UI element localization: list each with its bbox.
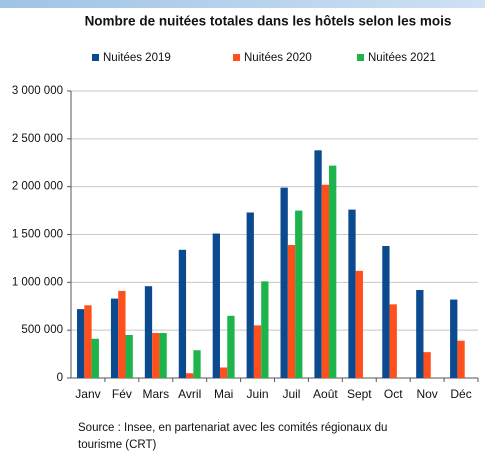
- bar: [178, 249, 187, 378]
- x-tick-label: Mai: [214, 387, 233, 401]
- y-tick-label: 0: [57, 372, 63, 384]
- bar: [84, 305, 92, 378]
- bar: [152, 333, 160, 378]
- x-tick-label: Août: [313, 387, 338, 401]
- y-tick-label: 2 500 000: [12, 133, 63, 145]
- x-tick-label: Juil: [282, 387, 300, 401]
- header-band: [0, 0, 485, 8]
- legend-label: Nuitées 2020: [244, 52, 312, 64]
- legend-swatch: [233, 54, 240, 61]
- bar: [118, 290, 126, 378]
- legend-label: Nuitées 2021: [368, 52, 436, 64]
- bar: [382, 245, 390, 378]
- y-tick-label: 2 000 000: [12, 181, 63, 193]
- bar: [450, 299, 458, 378]
- bar: [314, 150, 322, 378]
- y-tick-label: 3 000 000: [12, 85, 63, 97]
- bar: [280, 187, 288, 378]
- bar: [295, 210, 303, 378]
- bar: [389, 304, 397, 378]
- bar: [321, 184, 330, 378]
- bar: [91, 338, 99, 378]
- bar: [246, 212, 254, 378]
- legend-swatch: [357, 54, 364, 61]
- x-tick-label: Déc: [450, 387, 471, 401]
- bar: [329, 165, 337, 378]
- bar: [219, 367, 228, 378]
- bar: [110, 298, 119, 378]
- bar: [186, 373, 194, 378]
- y-tick-label: 500 000: [21, 324, 63, 336]
- x-tick-label: Janv: [75, 387, 100, 401]
- y-tick-label: 1 000 000: [12, 276, 63, 288]
- x-tick-label: Sept: [347, 387, 372, 401]
- bar: [355, 270, 363, 378]
- bar: [212, 233, 220, 378]
- chart-title: Nombre de nuitées totales dans les hôtel…: [85, 14, 452, 29]
- bar: [423, 352, 431, 378]
- y-tick-label: 1 500 000: [12, 229, 63, 241]
- legend-swatch: [92, 54, 99, 61]
- bar: [227, 315, 235, 378]
- x-tick-label: Avril: [178, 387, 201, 401]
- bar: [159, 333, 167, 378]
- source-line: tourisme (CRT): [78, 439, 157, 451]
- bar: [348, 209, 356, 378]
- x-tick-label: Fév: [112, 387, 132, 401]
- bar: [125, 334, 133, 378]
- bar: [144, 286, 153, 378]
- bar: [261, 281, 269, 378]
- bar: [457, 340, 465, 378]
- source-line: Source : Insee, en partenariat avec les …: [78, 422, 387, 434]
- bar: [287, 245, 296, 378]
- legend-label: Nuitées 2019: [103, 52, 171, 64]
- bar: [253, 325, 262, 378]
- x-tick-label: Mars: [142, 387, 169, 401]
- x-tick-label: Juin: [247, 387, 269, 401]
- bar: [416, 289, 424, 378]
- bar: [193, 350, 201, 378]
- bar: [77, 309, 85, 378]
- x-tick-label: Nov: [416, 387, 437, 401]
- x-tick-label: Oct: [384, 387, 403, 401]
